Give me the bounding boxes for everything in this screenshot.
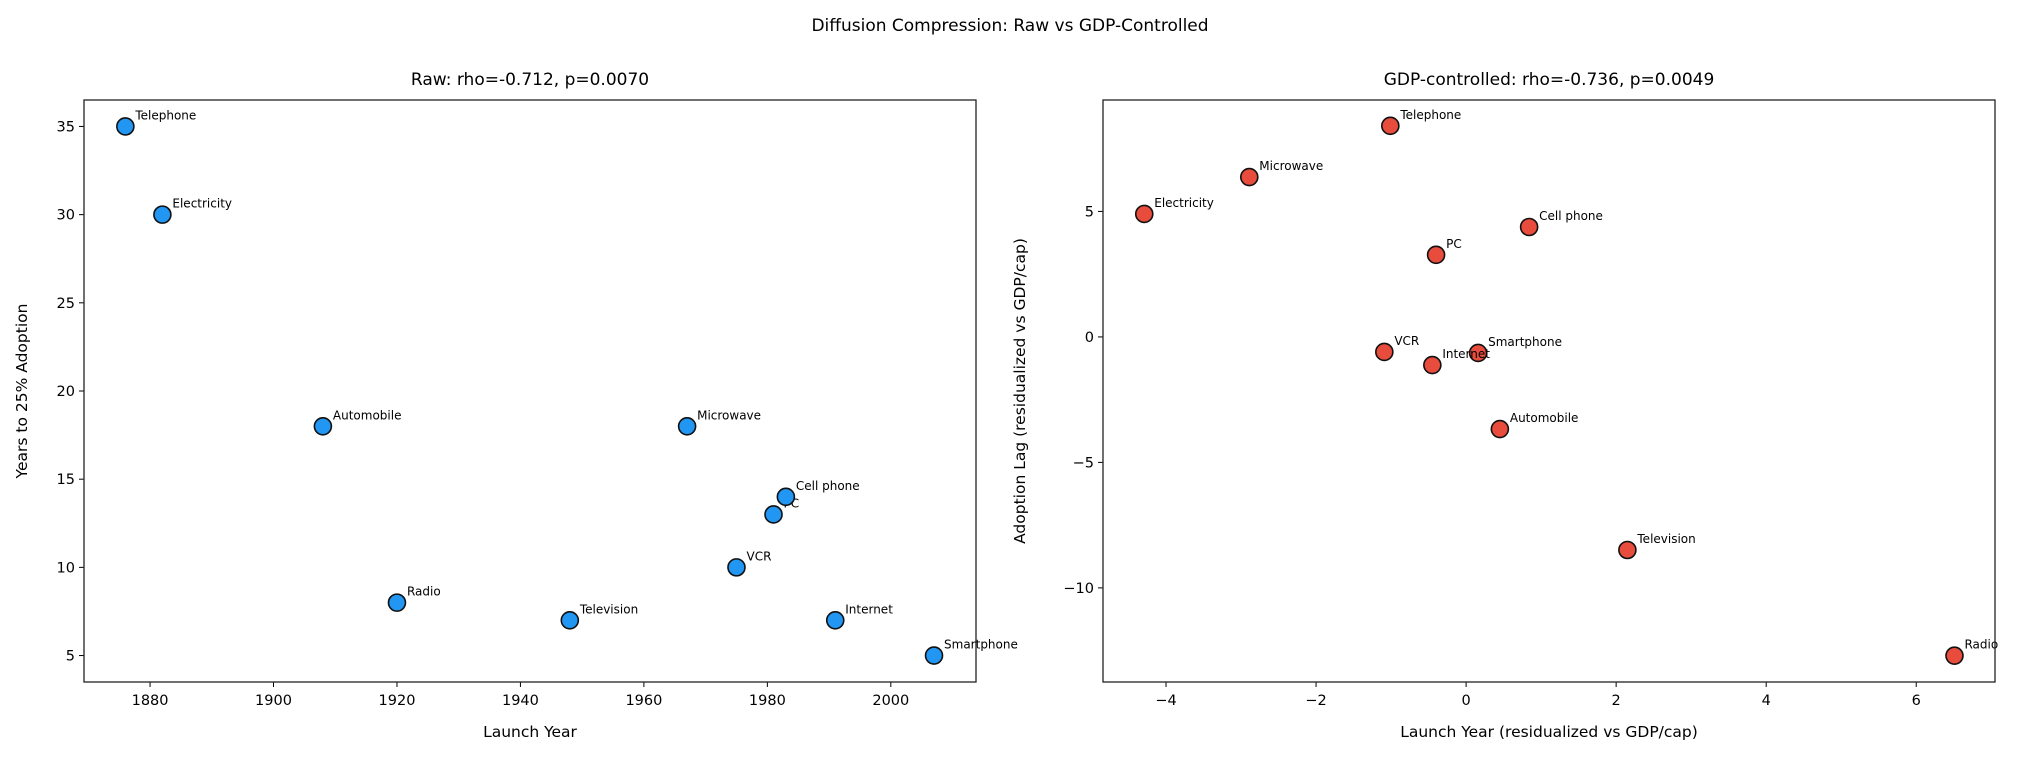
raw-x-tick-label: 1920 bbox=[379, 693, 416, 709]
raw-point-label: Telephone bbox=[134, 108, 196, 122]
gdp-axes-frame bbox=[1102, 99, 1996, 683]
gdp-point-label: Microwave bbox=[1259, 159, 1323, 173]
gdp-point-label: Internet bbox=[1442, 347, 1490, 361]
raw-point-label: Smartphone bbox=[944, 638, 1018, 652]
raw-y-tick-label: 25 bbox=[57, 296, 75, 312]
raw-x-tick-label: 1940 bbox=[502, 693, 539, 709]
raw-point-vcr bbox=[727, 558, 746, 577]
gdp-point-label: Smartphone bbox=[1488, 335, 1562, 349]
raw-point-label: Microwave bbox=[697, 408, 761, 422]
raw-point-label: Radio bbox=[407, 585, 441, 599]
raw-point-label: Television bbox=[579, 602, 638, 616]
gdp-point-label: Radio bbox=[1964, 638, 1998, 652]
gdp-point-internet bbox=[1423, 355, 1442, 375]
gdp-point-telephone bbox=[1381, 116, 1400, 136]
gdp-point-smartphone bbox=[1468, 343, 1488, 363]
gdp-x-tick-label: 2 bbox=[1612, 693, 1621, 709]
raw-point-microwave bbox=[677, 416, 697, 436]
gdp-point-label: Telephone bbox=[1399, 108, 1461, 122]
gdp-y-tick-label: −5 bbox=[1073, 455, 1094, 471]
raw-y-tick-label: 30 bbox=[57, 208, 75, 224]
gdp-point-automobile bbox=[1490, 419, 1510, 439]
figure-suptitle: Diffusion Compression: Raw vs GDP-Contro… bbox=[811, 16, 1208, 36]
gdp-controlled-scatter-panel: GDP-controlled: rho=-0.736, p=0.0049 Lau… bbox=[1011, 70, 1998, 741]
gdp-point-pc bbox=[1426, 245, 1446, 265]
gdp-point-microwave bbox=[1239, 167, 1259, 187]
raw-point-automobile bbox=[313, 416, 333, 436]
gdp-point-label: Cell phone bbox=[1539, 209, 1603, 223]
gdp-point-label: Electricity bbox=[1154, 196, 1214, 210]
gdp-x-tick-label: 6 bbox=[1912, 693, 1921, 709]
raw-y-tick-label: 35 bbox=[57, 119, 75, 135]
gdp-y-axis-label: Adoption Lag (residualized vs GDP/cap) bbox=[1011, 238, 1029, 544]
raw-point-smartphone bbox=[924, 646, 944, 665]
raw-point-internet bbox=[825, 610, 845, 630]
raw-y-axis-label: Years to 25% Adoption bbox=[13, 304, 31, 480]
raw-y-tick-label: 15 bbox=[57, 472, 75, 488]
gdp-panel-title: GDP-controlled: rho=-0.736, p=0.0049 bbox=[1384, 70, 1715, 90]
gdp-x-axis-label: Launch Year (residualized vs GDP/cap) bbox=[1400, 723, 1698, 741]
raw-point-label: Internet bbox=[845, 602, 893, 616]
raw-x-axis-label: Launch Year bbox=[483, 723, 577, 741]
raw-point-pc bbox=[764, 505, 783, 524]
gdp-y-tick-label: −10 bbox=[1063, 581, 1094, 597]
raw-point-label: VCR bbox=[746, 549, 771, 563]
raw-point-radio bbox=[387, 593, 407, 612]
raw-point-label: Cell phone bbox=[796, 479, 860, 493]
raw-point-label: Automobile bbox=[333, 408, 402, 422]
raw-y-tick-label: 5 bbox=[66, 649, 75, 665]
gdp-point-label: Automobile bbox=[1510, 411, 1579, 425]
gdp-y-tick-label: 0 bbox=[1085, 330, 1094, 346]
raw-x-tick-label: 1980 bbox=[749, 693, 786, 709]
raw-y-tick-label: 10 bbox=[57, 560, 75, 576]
raw-x-tick-label: 1900 bbox=[255, 693, 292, 709]
raw-y-tick-label: 20 bbox=[57, 384, 75, 400]
gdp-point-cell-phone bbox=[1519, 217, 1539, 237]
raw-axes-frame bbox=[83, 99, 977, 683]
raw-x-tick-label: 2000 bbox=[872, 693, 909, 709]
gdp-x-tick-label: 0 bbox=[1461, 693, 1470, 709]
gdp-y-tick-label: 5 bbox=[1085, 204, 1094, 220]
raw-point-telephone bbox=[116, 117, 135, 136]
raw-point-electricity bbox=[153, 205, 172, 224]
gdp-x-tick-label: −2 bbox=[1305, 693, 1326, 709]
raw-x-tick-label: 1960 bbox=[625, 693, 662, 709]
gdp-point-label: PC bbox=[1446, 237, 1462, 251]
raw-point-label: Electricity bbox=[172, 197, 232, 211]
gdp-x-tick-label: −4 bbox=[1155, 693, 1176, 709]
gdp-point-electricity bbox=[1134, 204, 1154, 224]
gdp-point-vcr bbox=[1375, 342, 1394, 362]
gdp-point-label: Television bbox=[1636, 532, 1695, 546]
raw-scatter-panel: Raw: rho=-0.712, p=0.0070 Launch Year Ye… bbox=[13, 70, 1018, 741]
raw-x-tick-label: 1880 bbox=[132, 693, 169, 709]
gdp-point-label: VCR bbox=[1394, 334, 1419, 348]
raw-point-television bbox=[560, 610, 580, 630]
gdp-point-television bbox=[1618, 540, 1637, 560]
gdp-x-tick-label: 4 bbox=[1762, 693, 1771, 709]
raw-point-cell-phone bbox=[776, 487, 796, 507]
raw-panel-title: Raw: rho=-0.712, p=0.0070 bbox=[411, 70, 649, 90]
gdp-point-radio bbox=[1945, 646, 1964, 665]
